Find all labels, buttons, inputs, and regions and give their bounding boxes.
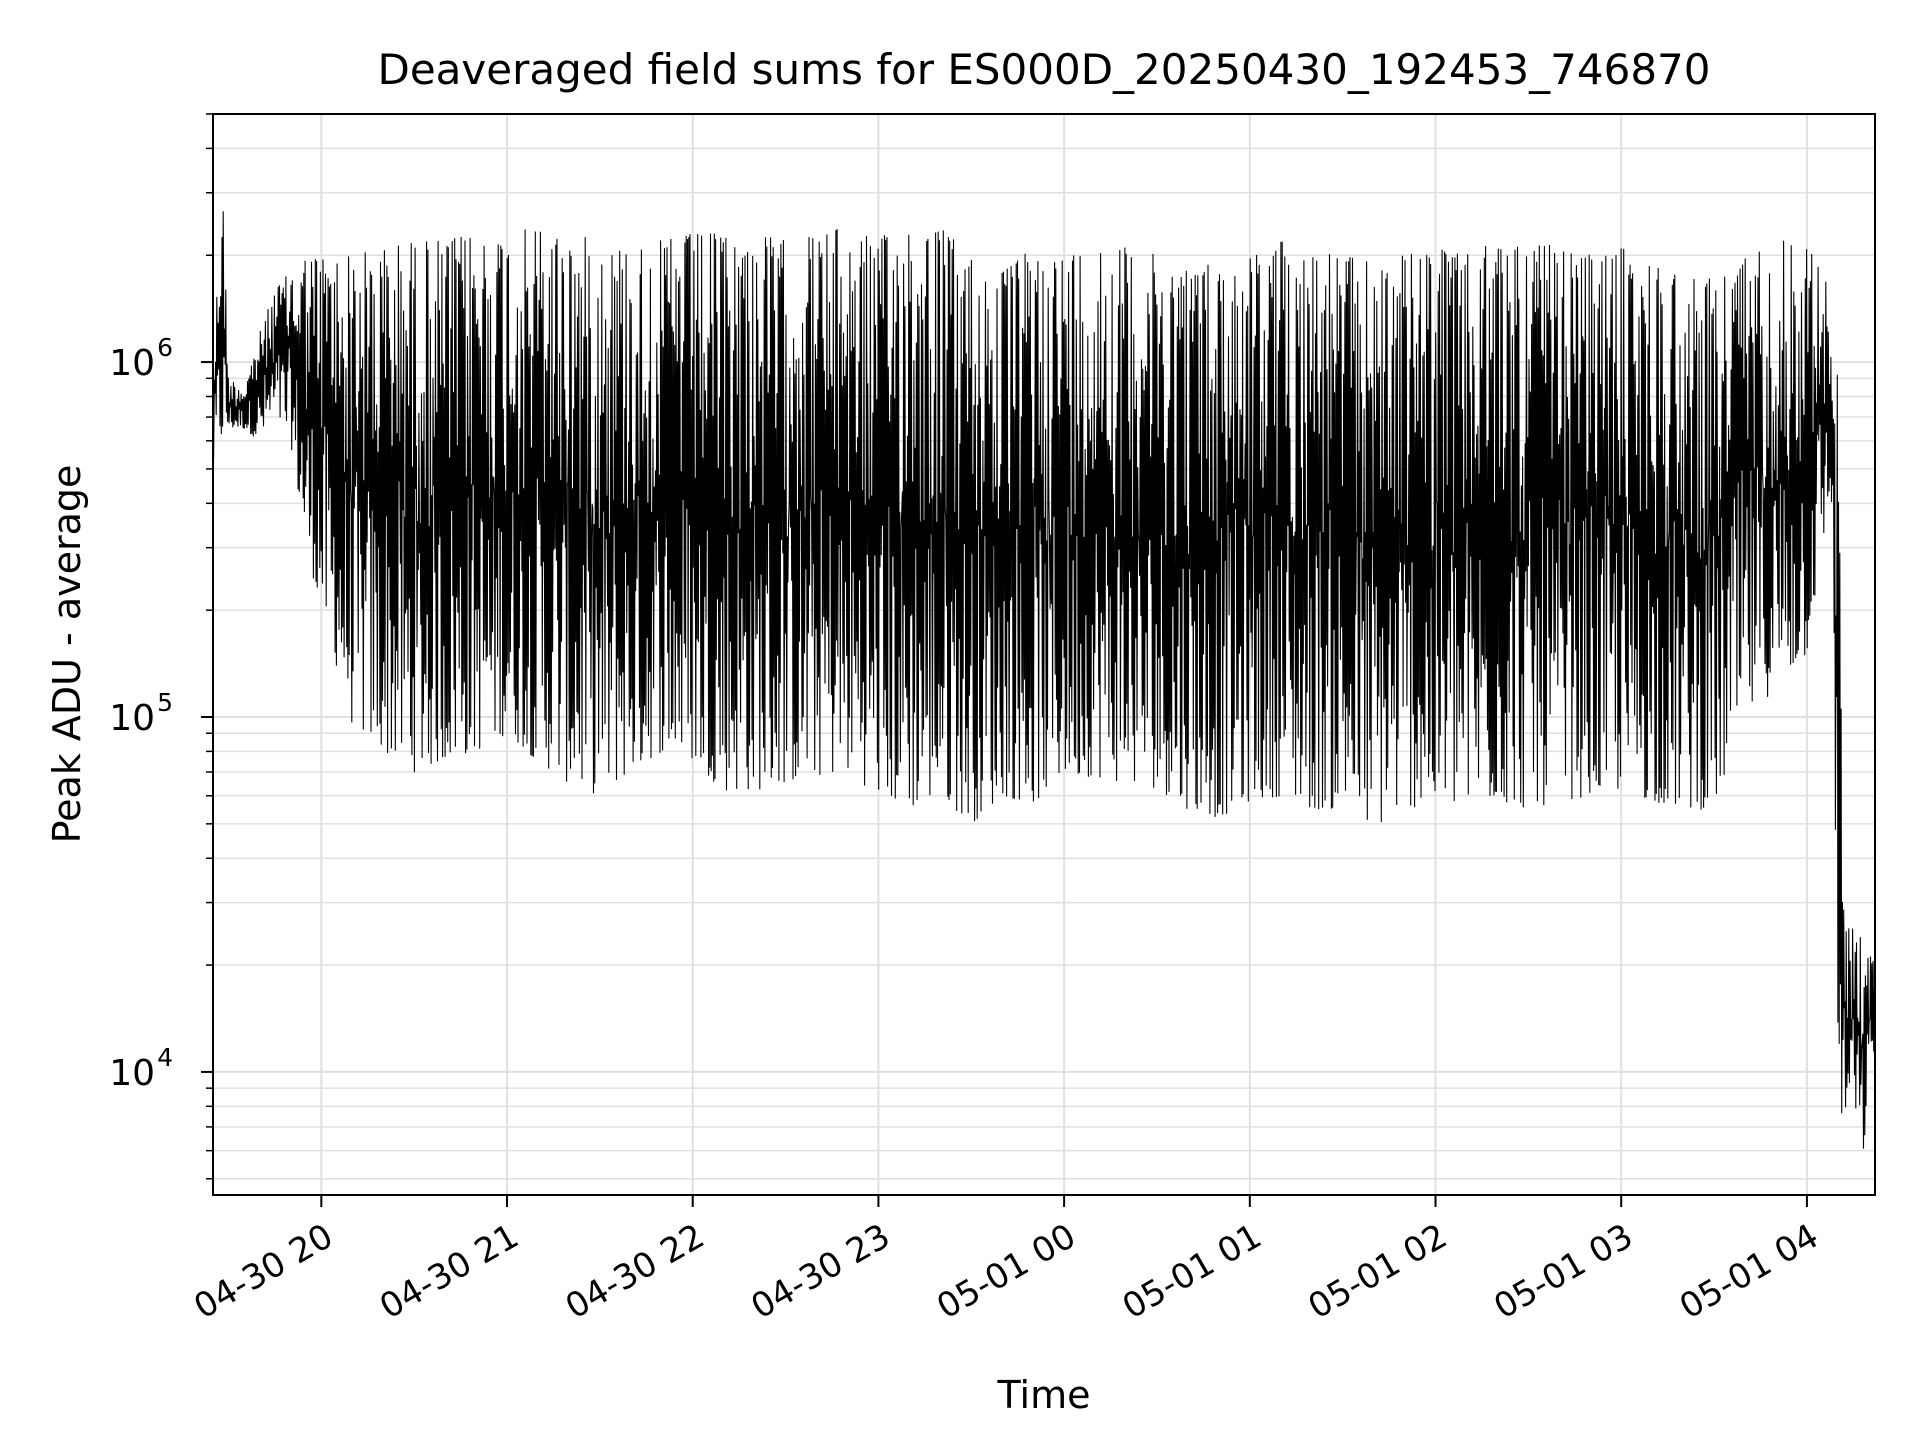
y-tick-label: 10 4 — [109, 1043, 173, 1094]
y-tick-label-exponent: 6 — [157, 333, 173, 362]
y-tick-label-base: 10 — [109, 343, 155, 384]
y-tick-label-exponent: 4 — [157, 1043, 173, 1072]
y-axis-label: Peak ADU - average — [45, 465, 89, 844]
y-tick-label-base: 10 — [109, 698, 155, 739]
chart-title: Deaveraged field sums for ES000D_2025043… — [378, 45, 1711, 94]
y-tick-label-base: 10 — [109, 1053, 155, 1094]
plot-frame — [212, 113, 1876, 1196]
series-line — [212, 211, 1876, 1149]
x-axis-label: Time — [997, 1373, 1091, 1417]
y-tick-label: 10 5 — [109, 688, 173, 739]
y-tick-label: 10 6 — [109, 333, 173, 384]
y-tick-label-exponent: 5 — [157, 688, 173, 717]
series-trace — [212, 211, 1876, 1149]
